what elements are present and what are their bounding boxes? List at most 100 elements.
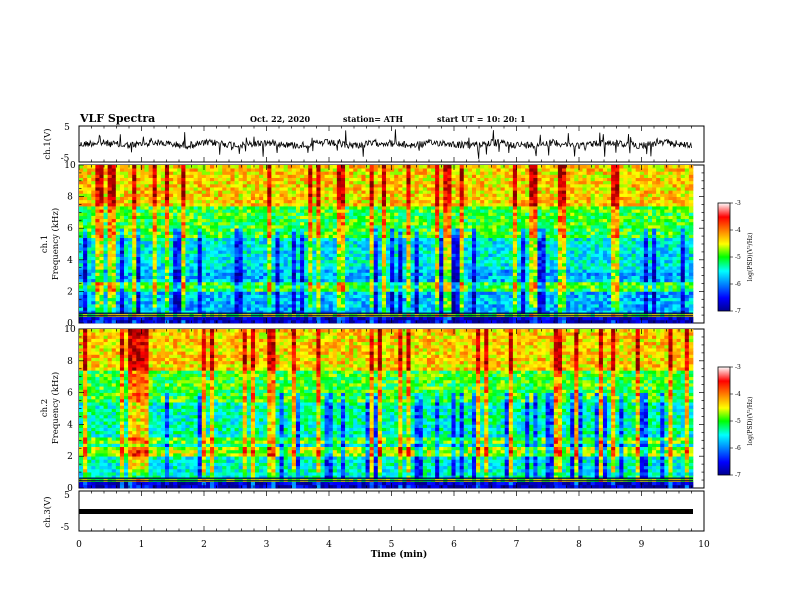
spectrogram-cell [255,183,260,188]
spectrogram-cell [263,304,268,308]
spectrogram-cell [287,199,293,204]
spectrogram-cell [394,202,399,207]
spectrogram-cell [238,300,244,305]
spectrogram-cell [349,231,354,235]
spectrogram-cell [177,231,182,235]
spectrogram-cell [218,215,223,220]
spectrogram-cell [324,168,330,172]
spectrogram-cell [263,196,268,201]
spectrogram-cell [336,262,342,267]
spectrogram-cell [87,199,92,204]
spectrogram-cell [447,269,452,273]
spectrogram-cell [320,256,325,261]
spectrogram-cell [467,310,473,314]
spectrogram-cell [418,269,424,273]
spectrogram-cell [390,300,395,305]
spectrogram-cell [119,272,125,276]
spectrogram-cell [209,187,215,191]
spectrogram-cell [279,190,285,194]
spectrogram-cell [230,218,235,223]
spectrogram-cell [304,253,309,257]
spectrogram-cell [193,269,199,273]
spectrogram-cell [336,171,342,175]
spectrogram-cell [291,171,297,175]
spectrogram-cell [267,278,272,283]
spectrogram-cell [271,237,276,242]
spectrogram-cell [365,244,370,248]
spectrogram-cell [205,307,211,311]
spectrogram-cell [418,231,424,235]
spectrogram-cell [246,228,252,232]
spectrogram-cell [271,234,276,239]
spectrogram-cell [173,272,178,276]
spectrogram-cell [324,225,330,229]
spectrogram-cell [324,247,330,251]
spectrogram-cell [238,250,244,254]
spectrogram-cell [201,256,207,261]
spectrogram-cell [197,218,203,223]
spectrogram-cell [443,180,448,185]
spectrogram-cell [148,294,154,299]
spectrogram-cell [332,234,338,239]
spectrogram-cell [185,218,190,223]
spectrogram-cell [304,281,309,286]
spectrogram-cell [181,253,186,257]
spectrogram-cell [124,310,129,314]
spectrogram-cell [238,206,244,210]
spectrogram-cell [471,187,477,191]
spectrogram-cell [246,269,252,273]
spectrogram-cell [304,237,309,242]
spectrogram-cell [336,278,342,283]
spectrogram-cell [205,228,211,232]
spectrogram-cell [410,199,415,204]
spectrogram-cell [410,183,415,188]
spectrogram-cell [255,253,260,257]
spectrogram-cell [234,209,239,213]
spectrogram-cell [471,165,477,169]
spectrogram-cell [136,266,141,270]
spectrogram-cell [222,228,227,232]
spectrogram-cell [144,259,149,264]
spectrogram-cell [336,196,342,201]
spectrogram-cell [160,168,166,172]
spectrogram-cell [164,247,170,251]
spectrogram-cell [234,187,239,191]
spectrogram-cell [177,319,182,324]
spectrogram-cell [332,278,338,283]
spectrogram-cell [426,218,432,223]
spectrogram-cell [87,190,92,194]
spectrogram-cell [467,168,473,172]
spectrogram-cell [312,187,317,191]
spectrogram-cell [476,269,481,273]
spectrogram-cell [455,307,461,311]
spectrogram-cell [431,225,436,229]
spectrogram-cell [467,174,473,178]
spectrogram-cell [209,177,215,182]
spectrogram-cell [95,199,100,204]
spectrogram-cell [250,206,256,210]
spectrogram-cell [431,168,436,172]
spectrogram-cell [406,183,411,188]
spectrogram-cell [459,177,465,182]
spectrogram-cell [304,310,309,314]
spectrogram-cell [242,171,248,175]
spectrogram-cell [418,272,424,276]
spectrogram-cell [431,275,436,280]
spectrogram-cell [426,316,432,321]
spectrogram-cell [140,209,145,213]
spectrogram-cell [189,190,194,194]
spectrogram-cell [336,269,342,273]
spectrogram-cell [197,231,203,235]
spectrogram-cell [402,221,407,226]
spectrogram-cell [402,256,407,261]
spectrogram-cell [242,209,248,213]
spectrogram-cell [209,294,215,299]
spectrogram-cell [386,307,391,311]
spectrogram-cell [107,183,113,188]
spectrogram-cell [185,272,190,276]
spectrogram-cell [263,171,268,175]
spectrogram-cell [271,190,276,194]
spectrogram-cell [361,281,366,286]
spectrogram-cell [181,250,186,254]
spectrogram-cell [214,237,219,242]
